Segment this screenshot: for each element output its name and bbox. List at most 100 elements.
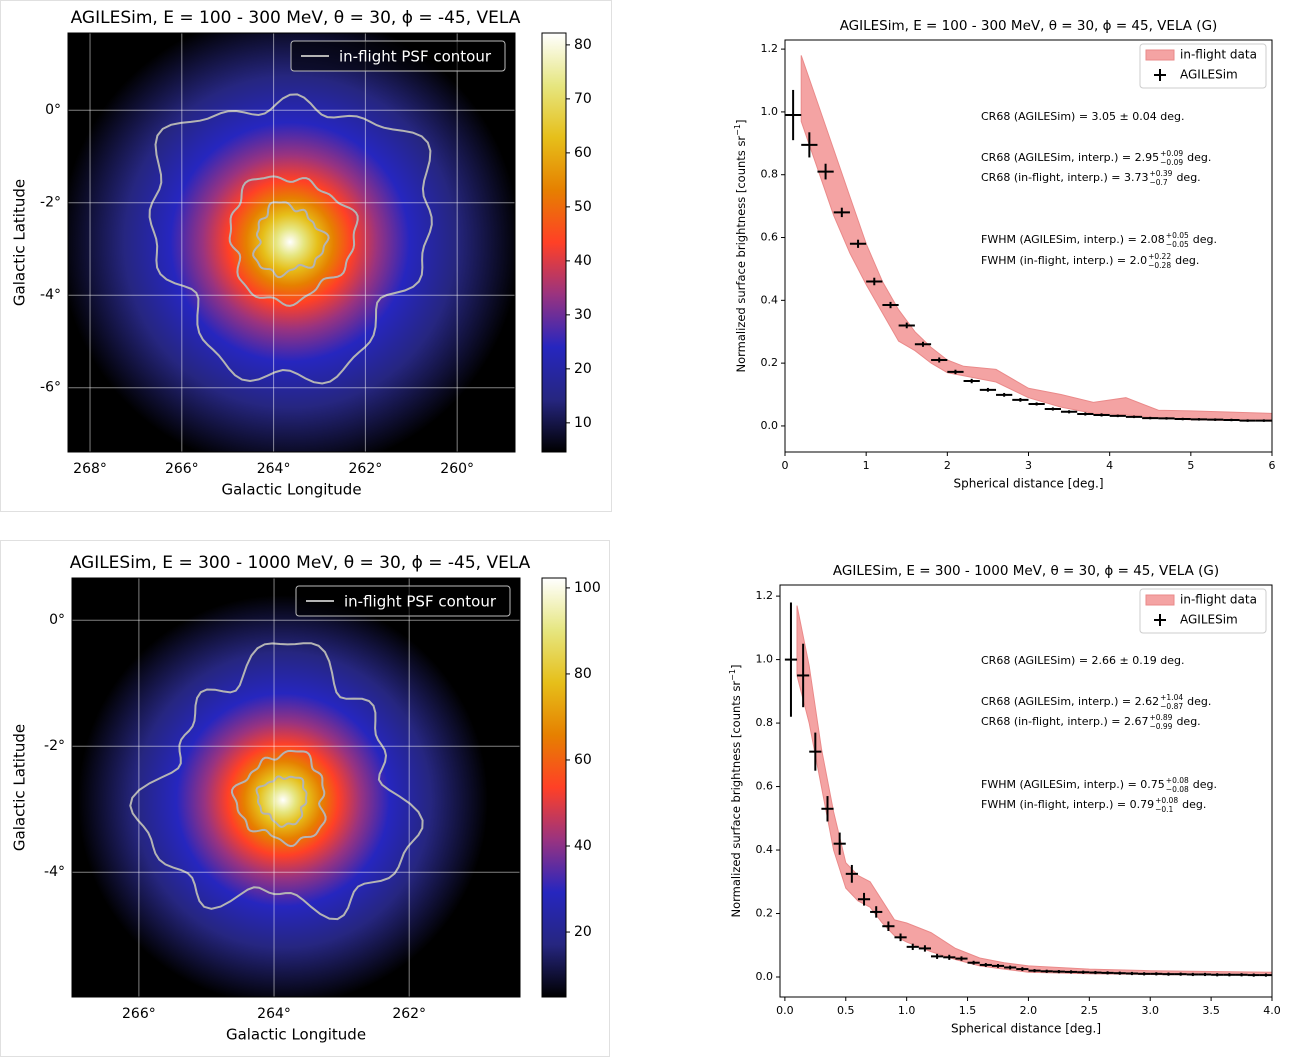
psf-contour	[148, 93, 433, 385]
x-tick-label: 262°	[349, 461, 383, 477]
annotation-lower: −0.05	[1166, 240, 1189, 249]
x-axis-label: Spherical distance [deg.]	[953, 477, 1103, 491]
annotation: FWHM (AGILESim, interp.) = 0.75	[981, 778, 1165, 791]
psf-contour	[230, 749, 327, 848]
annotation: CR68 (AGILESim) = 3.05 ± 0.04 deg.	[981, 110, 1184, 123]
x-tick-label: 4	[1106, 459, 1113, 472]
psf-contour	[228, 175, 359, 307]
legend-label: AGILESim	[1180, 613, 1238, 627]
colorbar-tick-label: 30	[574, 307, 592, 323]
y-tick-label: 0.4	[761, 293, 779, 306]
colorbar-tick-label: 40	[574, 838, 592, 854]
colorbar-tick-label: 10	[574, 415, 592, 431]
y-tick-label: 0.8	[756, 716, 774, 729]
y-tick-label: 0.2	[761, 356, 779, 369]
colorbar-tick-label: 40	[574, 253, 592, 269]
annotation-unit: deg.	[1187, 695, 1211, 708]
y-tick-label: 0°	[45, 102, 61, 118]
y-tick-label: 0.0	[761, 419, 779, 432]
y-tick-label: -6°	[40, 380, 61, 396]
psf-contour	[255, 775, 308, 828]
colorbar	[541, 32, 567, 453]
colorbar-tick-label: 80	[574, 666, 592, 682]
legend-label: in-flight PSF contour	[344, 593, 497, 611]
psf-contour	[252, 201, 330, 279]
x-tick-label: 6	[1269, 459, 1276, 472]
x-tick-label: 5	[1187, 459, 1194, 472]
colorbar-tick-label: 20	[574, 924, 592, 940]
annotation-unit: deg.	[1182, 798, 1206, 811]
y-axis-label: Normalized surface brightness [counts sr…	[733, 120, 748, 373]
annotation-upper: +0.89	[1149, 713, 1172, 722]
y-axis-label-end: ]	[734, 120, 748, 125]
chart-title: AGILESim, E = 300 - 1000 MeV, θ = 30, ϕ …	[833, 563, 1219, 579]
x-tick-label: 2.5	[1081, 1004, 1099, 1017]
x-tick-label: 264°	[257, 1006, 291, 1022]
y-tick-label: 0.8	[761, 168, 779, 181]
y-tick-label: 1.0	[761, 105, 779, 118]
legend-label: in-flight data	[1180, 593, 1257, 607]
annotation: CR68 (AGILESim) = 2.66 ± 0.19 deg.	[981, 654, 1184, 667]
x-tick-label: 1.5	[959, 1004, 977, 1017]
annotation-unit: deg.	[1193, 778, 1217, 791]
colorbar-tick-label: 50	[574, 199, 592, 215]
y-tick-label: -2°	[44, 738, 65, 754]
annotation-lower: −0.08	[1166, 785, 1189, 794]
y-axis-label-sup: −1	[728, 669, 737, 681]
x-tick-label: 264°	[257, 461, 291, 477]
annotation: CR68 (in-flight, interp.) = 2.67	[981, 715, 1148, 728]
annotation-unit: deg.	[1176, 171, 1200, 184]
annotation-lower: −0.7	[1149, 178, 1167, 187]
legend-swatch	[1145, 49, 1175, 61]
x-tick-label: 0	[782, 459, 789, 472]
y-tick-label: 0.0	[756, 970, 774, 983]
legend-box	[295, 585, 511, 617]
y-tick-label: 0.4	[756, 843, 774, 856]
annotation-unit: deg.	[1175, 254, 1199, 267]
y-axis-label-end: ]	[729, 665, 743, 670]
annotation-upper: +0.08	[1166, 776, 1189, 785]
y-axis-label-main: Normalized surface brightness [counts sr	[734, 136, 748, 373]
legend-swatch	[1145, 594, 1175, 606]
colorbar	[541, 577, 567, 998]
x-tick-label: 0.5	[837, 1004, 855, 1017]
colorbar-tick-label: 100	[574, 580, 601, 596]
colorbar-tick-label: 20	[574, 361, 592, 377]
x-tick-label: 266°	[122, 1006, 156, 1022]
chart-title: AGILESim, E = 100 - 300 MeV, θ = 30, ϕ =…	[840, 18, 1218, 34]
x-tick-label: 2	[944, 459, 951, 472]
annotation-upper: +0.22	[1148, 252, 1171, 261]
axes-frame	[67, 32, 516, 453]
annotation-upper: +0.08	[1155, 796, 1178, 805]
axes-frame	[71, 577, 521, 998]
y-axis-label-sup: −1	[733, 124, 742, 136]
annotation-upper: +0.39	[1149, 169, 1172, 178]
annotation-upper: +0.09	[1160, 149, 1183, 158]
legend-box	[290, 40, 506, 72]
annotation: FWHM (in-flight, interp.) = 0.79	[981, 798, 1154, 811]
legend-label: in-flight PSF contour	[339, 48, 492, 66]
chart-title: AGILESim, E = 100 - 300 MeV, θ = 30, ϕ =…	[71, 8, 521, 28]
y-tick-label: 0°	[49, 612, 65, 628]
annotation-unit: deg.	[1187, 151, 1211, 164]
y-tick-label: 0.6	[756, 780, 774, 793]
annotation: FWHM (in-flight, interp.) = 2.0	[981, 254, 1147, 267]
x-tick-label: 266°	[165, 461, 199, 477]
x-axis-label: Galactic Longitude	[221, 481, 361, 499]
x-tick-label: 3.5	[1202, 1004, 1220, 1017]
x-tick-label: 0.0	[776, 1004, 794, 1017]
annotation: FWHM (AGILESim, interp.) = 2.08	[981, 233, 1165, 246]
annotation-upper: +0.05	[1166, 231, 1189, 240]
annotation-upper: +1.04	[1160, 693, 1183, 702]
y-tick-label: 0.2	[756, 907, 774, 920]
legend-label: in-flight data	[1180, 48, 1257, 62]
colorbar-tick-label: 70	[574, 91, 592, 107]
x-tick-label: 262°	[392, 1006, 426, 1022]
annotation: CR68 (AGILESim, interp.) = 2.95	[981, 151, 1159, 164]
annotation: CR68 (AGILESim, interp.) = 2.62	[981, 695, 1159, 708]
chart-title: AGILESim, E = 300 - 1000 MeV, θ = 30, ϕ …	[70, 553, 531, 573]
y-tick-label: 1.2	[756, 589, 774, 602]
legend-label: AGILESim	[1180, 68, 1238, 82]
annotation-lower: −0.99	[1149, 722, 1172, 731]
